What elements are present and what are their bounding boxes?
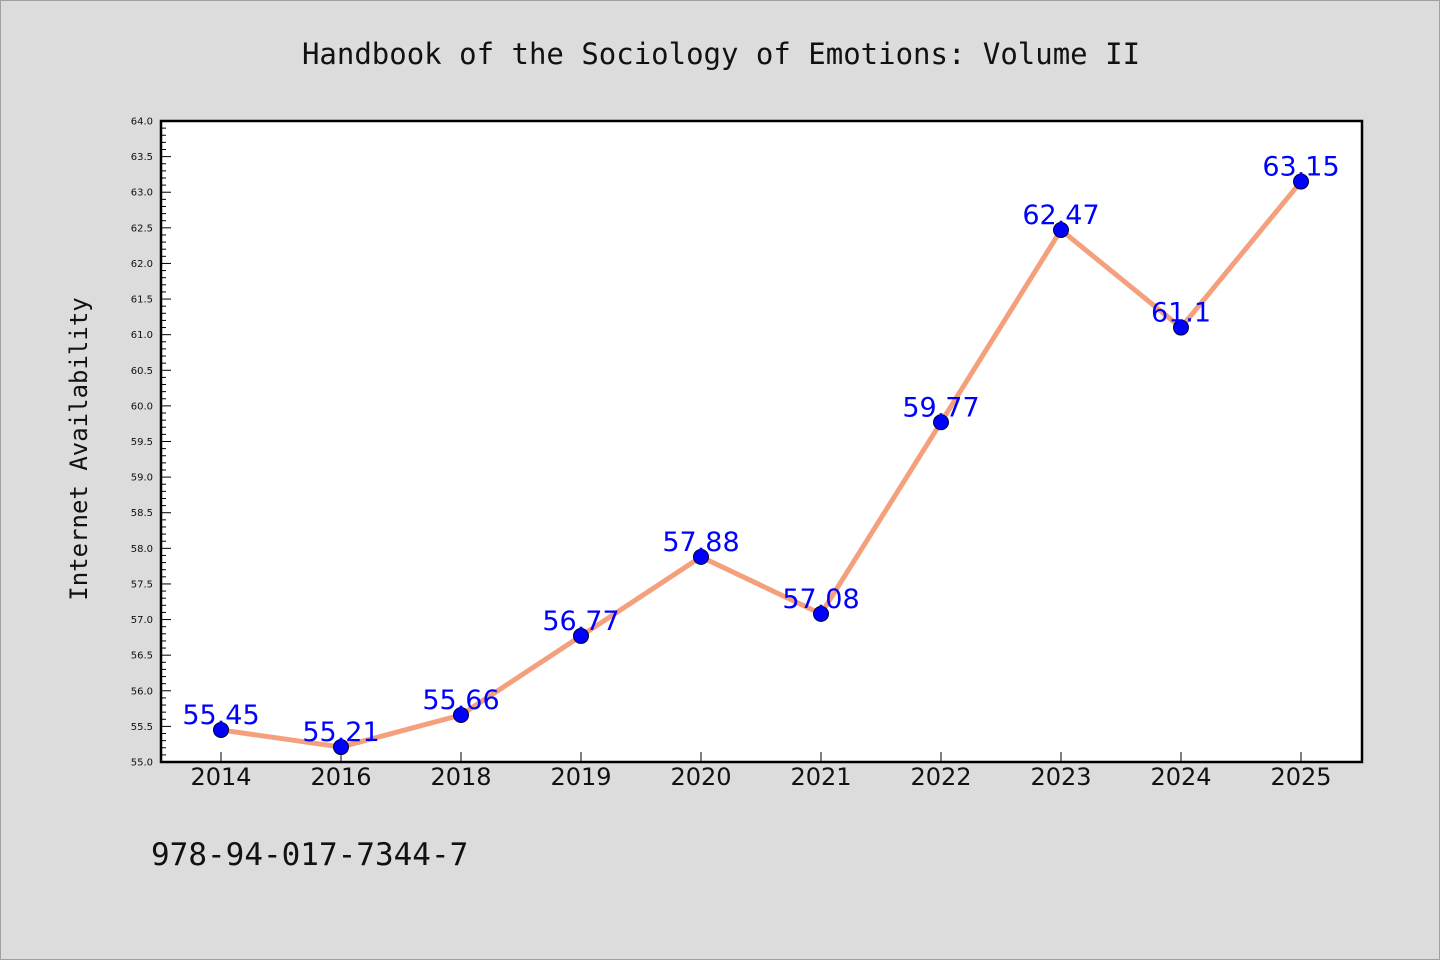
data-label: 56.77 xyxy=(542,606,619,637)
data-label: 63.15 xyxy=(1262,152,1339,183)
data-label: 59.77 xyxy=(902,392,979,423)
y-tick-label: 57.5 xyxy=(131,579,153,590)
series-line xyxy=(218,179,1304,750)
data-point xyxy=(1173,319,1189,336)
data-point xyxy=(453,706,469,723)
axis-ticks: 55.0 55.5 56.0 56.5 57.0 57.5 58.0 58.5 59.0 59.5… xyxy=(131,117,1332,792)
y-tick-label: 58.5 xyxy=(131,508,153,519)
y-tick-label: 62.0 xyxy=(131,259,153,270)
plot-frame xyxy=(159,119,1364,764)
x-tick-label: 2025 xyxy=(1270,763,1331,791)
isbn-text: 978-94-017-7344-7 xyxy=(151,837,468,873)
chart-title: Handbook of the Sociology of Emotions: V… xyxy=(302,37,1140,71)
y-tick-label: 60.0 xyxy=(131,401,153,412)
y-tick-label: 55.0 xyxy=(131,758,153,769)
data-label: 55.45 xyxy=(182,700,259,731)
data-point xyxy=(933,414,949,431)
y-tick-label: 60.5 xyxy=(131,366,153,377)
y-tick-label: 59.5 xyxy=(131,437,153,448)
y-tick-label: 61.0 xyxy=(131,330,153,341)
x-tick-label: 2016 xyxy=(310,763,371,791)
y-tick-label: 64.0 xyxy=(131,117,153,128)
x-tick-label: 2021 xyxy=(790,763,851,791)
y-tick-label: 55.5 xyxy=(131,722,153,733)
y-tick-label: 58.0 xyxy=(131,544,153,555)
y-tick-label: 59.0 xyxy=(131,473,153,484)
data-label: 62.47 xyxy=(1022,200,1099,231)
x-tick-label: 2024 xyxy=(1150,763,1211,791)
x-tick-label: 2020 xyxy=(670,763,731,791)
data-point xyxy=(333,739,349,756)
y-axis-label: Internet Availability xyxy=(65,297,93,600)
data-point xyxy=(1293,173,1309,190)
y-tick-label: 61.5 xyxy=(131,295,153,306)
y-tick-label: 63.5 xyxy=(131,152,153,163)
x-tick-label: 2019 xyxy=(550,763,611,791)
data-point xyxy=(693,548,709,565)
series-layer: 55.45 55.21 55.66 56.77 57.88 57.08 59.77 62.47… xyxy=(182,152,1340,756)
y-tick-label: 56.0 xyxy=(131,686,153,697)
data-point xyxy=(813,605,829,622)
data-label: 55.66 xyxy=(422,685,499,716)
x-tick-label: 2022 xyxy=(910,763,971,791)
x-tick-label: 2018 xyxy=(430,763,491,791)
data-label: 57.88 xyxy=(662,527,739,558)
data-point xyxy=(573,627,589,644)
y-tick-label: 63.0 xyxy=(131,188,153,199)
data-label: 57.08 xyxy=(782,584,859,615)
data-point xyxy=(1053,221,1069,238)
plot-area xyxy=(161,121,1362,762)
y-tick-label: 56.5 xyxy=(131,651,153,662)
x-tick-label: 2023 xyxy=(1030,763,1091,791)
data-point xyxy=(213,721,229,738)
x-tick-label: 2014 xyxy=(190,763,251,791)
y-tick-label: 62.5 xyxy=(131,223,153,234)
data-label: 55.21 xyxy=(302,717,379,748)
data-label: 61.1 xyxy=(1151,298,1211,329)
y-tick-label: 57.0 xyxy=(131,615,153,626)
